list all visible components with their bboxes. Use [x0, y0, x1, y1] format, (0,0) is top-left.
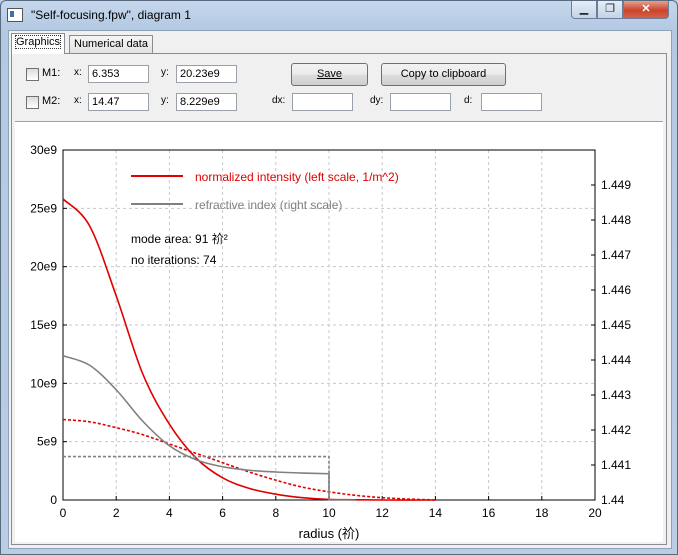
m2-y-field[interactable]: 8.229e9 — [176, 93, 237, 111]
y-left-tick-label: 15e9 — [30, 318, 57, 332]
y-left-tick-label: 30e9 — [30, 143, 57, 157]
d-label: d: — [464, 95, 473, 106]
m2-label: M2: — [42, 95, 61, 107]
series-line-1 — [62, 418, 436, 501]
title-bar[interactable]: "Self-focusing.fpw", diagram 1 ▁ ❐ ✕ — [1, 1, 677, 29]
tab-numerical-data[interactable]: Numerical data — [69, 35, 153, 53]
app-window-icon[interactable] — [7, 8, 23, 22]
y-right-tick-label: 1.441 — [601, 458, 631, 472]
chart-svg: 0 2 4 6 8 10 12 14 16 18 20 0 5e9 10e9 15e9 20e9 25e9 30e… — [30, 143, 631, 541]
series-line-3 — [62, 455, 330, 500]
m1-y-field[interactable]: 20.23e9 — [176, 65, 237, 83]
y-left-tick-label: 25e9 — [30, 201, 57, 215]
y-right-tick-label: 1.442 — [601, 423, 631, 437]
y-right-tick-label: 1.447 — [601, 248, 631, 262]
dx-label: dx: — [272, 95, 286, 106]
x-tick-label: 16 — [482, 506, 496, 520]
m1-label: M1: — [42, 67, 61, 79]
tab-graphics[interactable]: Graphics — [11, 33, 66, 54]
m2-x-field[interactable]: 14.47 — [88, 93, 149, 111]
x-tick-label: 6 — [219, 506, 226, 520]
x-tick-label: 14 — [429, 506, 443, 520]
x-tick-label: 20 — [588, 506, 602, 520]
y-right-tick-label: 1.448 — [601, 213, 631, 227]
window-title: "Self-focusing.fpw", diagram 1 — [31, 8, 191, 22]
m1-y-label: y: — [161, 67, 169, 78]
tab-numerical-data-label: Numerical data — [74, 38, 148, 50]
plot-area[interactable]: 0 2 4 6 8 10 12 14 16 18 20 0 5e9 10e9 15e9 20e9 25e9 30e… — [15, 121, 663, 542]
x-tick-label: 8 — [272, 506, 279, 520]
minimize-icon: ▁ — [579, 3, 589, 15]
dx-field[interactable] — [292, 93, 353, 111]
x-tick-label: 12 — [376, 506, 390, 520]
legend-label-1: refractive index (right scale) — [195, 198, 342, 212]
y-left-tick-label: 5e9 — [37, 435, 57, 449]
minimize-button[interactable]: ▁ — [571, 1, 597, 19]
maximize-icon: ❐ — [605, 3, 615, 15]
y-left-tick-label: 10e9 — [30, 376, 57, 390]
y-right-tick-label: 1.445 — [601, 318, 631, 332]
close-button[interactable]: ✕ — [623, 1, 669, 19]
m1-checkbox[interactable] — [26, 68, 39, 81]
x-tick-label: 4 — [166, 506, 173, 520]
maximize-button[interactable]: ❐ — [597, 1, 623, 19]
copy-button-label: Copy to clipboard — [400, 68, 487, 80]
y-right-tick-label: 1.443 — [601, 388, 631, 402]
copy-to-clipboard-button[interactable]: Copy to clipboard — [381, 63, 506, 86]
annotation-0: mode area: 91 祄² — [131, 231, 228, 246]
save-button-label: Save — [316, 68, 343, 80]
x-tick-label: 2 — [113, 506, 120, 520]
m2-y-label: y: — [161, 95, 169, 106]
y-right-tick-label: 1.444 — [601, 353, 631, 367]
graphics-panel: M1: x: 6.353 y: 20.23e9 Save Copy to cli… — [11, 53, 667, 545]
close-icon: ✕ — [641, 3, 651, 15]
dy-label: dy: — [370, 95, 384, 106]
series-line-2 — [62, 355, 356, 501]
m1-x-label: x: — [74, 67, 82, 78]
dy-field[interactable] — [390, 93, 451, 111]
y-right-tick-label: 1.446 — [601, 283, 631, 297]
m1-x-field[interactable]: 6.353 — [88, 65, 149, 83]
annotation-1: no iterations: 74 — [131, 253, 217, 267]
m2-x-label: x: — [74, 95, 82, 106]
x-tick-label: 18 — [535, 506, 549, 520]
y-right-tick-label: 1.449 — [601, 178, 631, 192]
tab-graphics-label: Graphics — [14, 35, 62, 49]
x-tick-label: 10 — [322, 506, 336, 520]
y-left-tick-label: 20e9 — [30, 260, 57, 274]
y-left-tick-label: 0 — [50, 493, 57, 507]
x-axis-label: radius (祄) — [299, 526, 360, 541]
legend-label-0: normalized intensity (left scale, 1/m^2) — [195, 170, 399, 184]
y-right-tick-label: 1.44 — [601, 493, 625, 507]
m2-checkbox[interactable] — [26, 96, 39, 109]
client-area: Graphics Numerical data M1: x: 6.353 y: … — [8, 30, 672, 549]
x-tick-label: 0 — [60, 506, 67, 520]
d-field[interactable] — [481, 93, 542, 111]
save-button[interactable]: Save — [291, 63, 368, 86]
series-line-0 — [62, 198, 436, 501]
